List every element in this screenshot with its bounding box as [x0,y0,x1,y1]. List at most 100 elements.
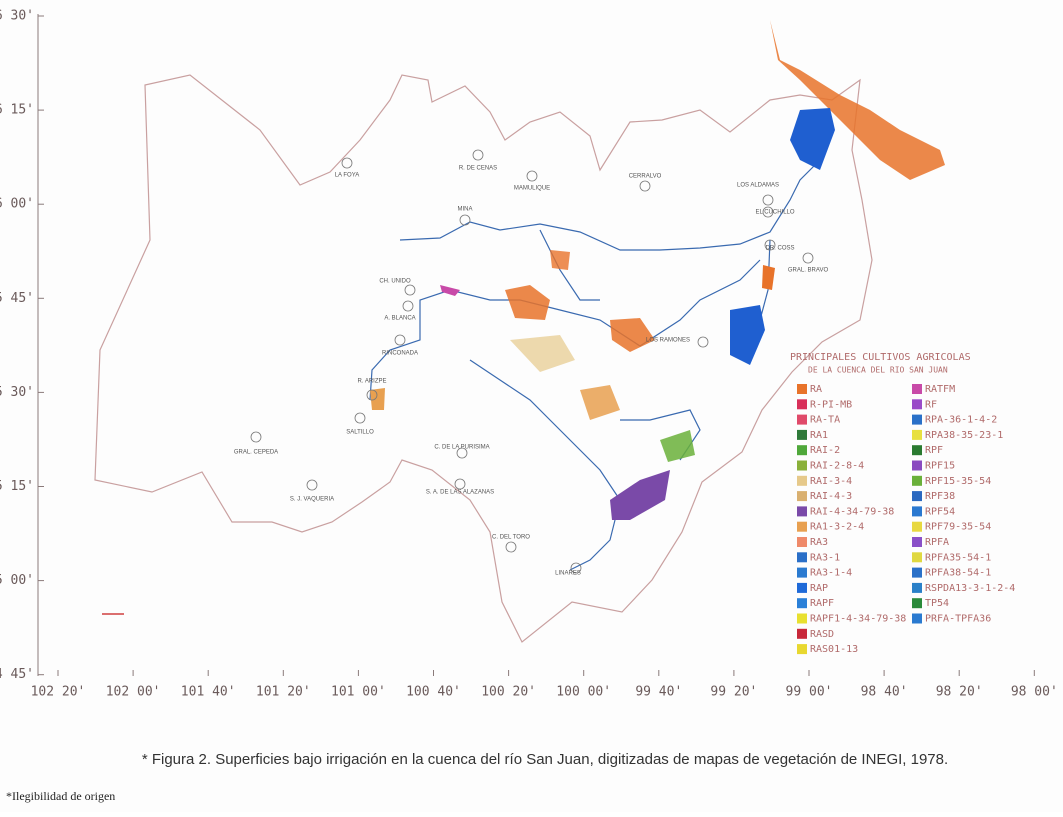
legend-label: PRFA-TPFA36 [925,614,991,625]
legend-label: RAI-3-4 [810,476,852,487]
place-label: R. ARIZPE [357,379,386,385]
legend-label: RPFA38-54-1 [925,568,991,579]
place-label: S. A. DE LAS ALAZANAS [426,490,494,496]
legend-label: RAPF [810,598,834,609]
place-marker [454,478,466,490]
place-marker [505,541,517,553]
legend-label: RPA-36-1-4-2 [925,415,997,426]
legend-label: RF [925,399,937,410]
legend-label: RPFA [925,537,949,548]
legend-swatch [797,399,807,410]
lon-label: 101 20' [256,685,311,700]
lon-label: 100 40' [406,685,461,700]
place-label: DR. COSS [765,246,794,252]
legend-label: RA1-3-2-4 [810,522,864,533]
legend-swatch [912,399,922,410]
lat-label: 25 00' [0,573,34,588]
legend-swatch [797,445,807,456]
legend-swatch [797,628,807,639]
legend-swatch [912,384,922,394]
legend-label: RA1 [810,430,828,441]
place-label: R. DE CENAS [459,166,497,172]
place-label: C. DE LA PURISIMA [434,445,489,451]
legend-swatch [912,506,922,517]
place-marker [526,170,538,182]
place-marker [306,479,318,491]
lon-label: 100 20' [481,685,536,700]
lon-label: 98 40' [861,685,908,700]
place-marker [762,194,774,206]
place-marker [404,284,416,296]
legend-label: RPFA35-54-1 [925,552,991,563]
legend-label: RA3-1 [810,552,840,563]
footnote: *Ilegibilidad de origen [6,789,115,803]
legend-swatch [797,613,807,624]
legend-label: RA-TA [810,415,840,426]
legend-swatch [797,491,807,502]
legend-swatch [912,445,922,456]
lon-label: 99 20' [710,685,757,700]
legend-label: RAI-2 [810,445,840,456]
legend-swatch [912,537,922,547]
lon-label: 100 00' [556,685,611,700]
legend-swatch [797,567,807,578]
legend-swatch [797,429,807,440]
legend-swatch [797,582,807,593]
place-label: C. DEL TORO [492,535,530,541]
legend-label: RPF38 [925,491,955,502]
place-label: S. J. VAQUERIA [290,497,334,503]
place-marker [354,412,366,424]
lon-label: 98 00' [1011,685,1058,700]
lon-label: 102 20' [31,685,86,700]
legend-label: RPF15 [925,461,955,472]
legend-label: TP54 [925,598,949,609]
place-label: SALTILLO [346,430,374,436]
legend-swatch [912,552,922,563]
legend-swatch [797,414,807,425]
place-label: MINA [458,207,473,213]
place-marker [802,252,814,264]
lon-label: 102 00' [106,685,161,700]
legend-swatch [797,475,807,486]
place-label: MAMULIQUE [514,186,550,192]
legend-label: RAI-2-8-4 [810,461,864,472]
lon-label: 101 40' [181,685,236,700]
irrigation-patches [370,20,945,520]
place-label: LA FOYA [335,173,360,179]
legend-swatch [912,414,922,425]
place-marker [394,334,406,346]
legend-swatch [912,598,922,609]
place-label: GRAL. BRAVO [788,268,829,274]
place-marker [456,447,468,459]
lat-label: 26 00' [0,197,34,212]
legend-label: RA [810,384,822,395]
place-marker [472,149,484,161]
place-label: RINCONADA [382,351,418,357]
lon-label: 99 40' [635,685,682,700]
place-marker [762,206,774,218]
place-label: LOS RAMONES [646,338,690,344]
legend-label: RAP [810,583,828,594]
legend-swatch [797,460,807,471]
lat-label: 25 15' [0,479,34,494]
place-marker [250,431,262,443]
legend-swatch [912,475,922,486]
lat-label: 26 30' [0,9,34,24]
place-label: LOS ALDAMAS [737,183,779,189]
lat-label: 25 30' [0,385,34,400]
place-marker [639,180,651,192]
place-marker [402,300,414,312]
legend-swatch [912,613,922,624]
legend-label: RPF79-35-54 [925,522,991,533]
legend-label: RAI-4-34-79-38 [810,506,894,517]
legend-swatch [797,552,807,563]
legend-label: RATFM [925,384,955,395]
legend-label: R-PI-MB [810,399,852,410]
legend-label: RPF15-35-54 [925,476,991,487]
place-marker [366,389,378,401]
place-label: LINARES [555,571,581,577]
place-label: EL CUCHILLO [755,210,794,216]
legend-swatch [797,506,807,517]
legend-label: RA3-1-4 [810,568,852,579]
